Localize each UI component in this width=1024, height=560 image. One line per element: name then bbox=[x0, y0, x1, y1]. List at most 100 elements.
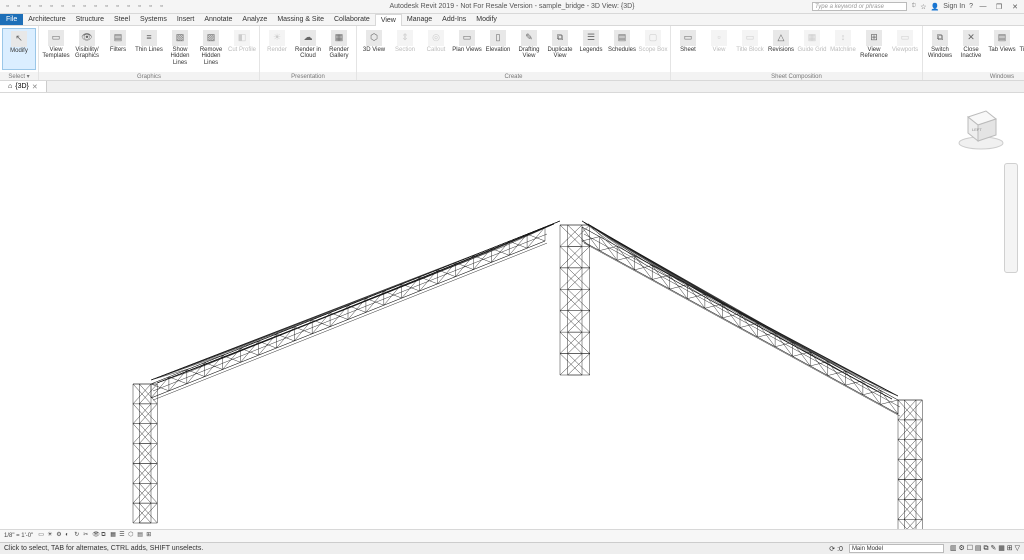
close-inactive-button[interactable]: ✕Close Inactive bbox=[956, 28, 986, 70]
window-close[interactable]: ✕ bbox=[1009, 3, 1021, 11]
signin-label[interactable]: Sign In bbox=[943, 3, 965, 10]
revit-icon[interactable]: ▫ bbox=[3, 2, 12, 11]
duplicate-view-button[interactable]: ⧉Duplicate View bbox=[545, 28, 575, 70]
modify-button[interactable]: ↖Modify bbox=[2, 28, 36, 70]
legends-icon: ☰ bbox=[583, 30, 599, 46]
undo-icon[interactable]: ▫ bbox=[47, 2, 56, 11]
switch-icon[interactable]: ▫ bbox=[146, 2, 155, 11]
tab-structure[interactable]: Structure bbox=[71, 14, 109, 25]
window-restore[interactable]: ❐ bbox=[993, 3, 1005, 11]
view-tab-3d[interactable]: ⌂ {3D} ✕ bbox=[0, 81, 47, 92]
tab-modify[interactable]: Modify bbox=[471, 14, 502, 25]
close-inactive-icon: ✕ bbox=[963, 30, 979, 46]
model-canvas[interactable]: LEFT bbox=[0, 93, 1024, 529]
viewctrl-icon[interactable]: ↻ bbox=[74, 531, 83, 540]
viewctrl-icon[interactable]: ◐ bbox=[65, 532, 74, 541]
viewctrl-icon[interactable]: 👁 bbox=[92, 531, 101, 540]
button-label: Tile Views bbox=[1019, 47, 1024, 53]
legends-button[interactable]: ☰Legends bbox=[576, 28, 606, 70]
button-label: Filters bbox=[110, 47, 126, 53]
switch-windows-button[interactable]: ⧉Switch Windows bbox=[925, 28, 955, 70]
scale-label[interactable]: 1/8" = 1'-0" bbox=[4, 533, 33, 539]
revisions-button[interactable]: △Revisions bbox=[766, 28, 796, 70]
signin-icon[interactable]: 👤 bbox=[931, 3, 940, 11]
tab-views-icon: ▤ bbox=[994, 30, 1010, 46]
filters-button[interactable]: ▤Filters bbox=[103, 28, 133, 70]
workset-select[interactable]: Main Model bbox=[849, 544, 944, 553]
guide-grid-button: ▦Guide Grid bbox=[797, 28, 827, 70]
viewctrl-icon[interactable]: ▦ bbox=[110, 531, 119, 540]
close-view-icon[interactable]: ✕ bbox=[32, 83, 38, 91]
sync-icon[interactable]: ▫ bbox=[36, 2, 45, 11]
tag-icon[interactable]: ▫ bbox=[113, 2, 122, 11]
text-icon[interactable]: ▫ bbox=[102, 2, 111, 11]
viewctrl-icon[interactable]: ⚙ bbox=[56, 531, 65, 540]
tab-add-ins[interactable]: Add-Ins bbox=[437, 14, 471, 25]
viewctrl-icon[interactable]: ⧉ bbox=[101, 532, 110, 541]
viewctrl-icon[interactable]: ▭ bbox=[38, 531, 47, 540]
elevation-button[interactable]: ▯Elevation bbox=[483, 28, 513, 70]
render-gallery-icon: ▦ bbox=[331, 30, 347, 46]
viewctrl-icon[interactable]: ▤ bbox=[137, 531, 146, 540]
button-label: View bbox=[713, 47, 726, 53]
viewctrl-icon[interactable]: ☀ bbox=[47, 531, 56, 540]
drafting-view-icon: ✎ bbox=[521, 30, 537, 46]
sep-icon[interactable]: ▫ bbox=[135, 2, 144, 11]
search-input[interactable]: Type a keyword or phrase bbox=[812, 2, 907, 11]
panel-label: Sheet Composition bbox=[671, 72, 922, 81]
tab-steel[interactable]: Steel bbox=[109, 14, 135, 25]
switch-windows-icon: ⧉ bbox=[932, 30, 948, 46]
viewctrl-icon[interactable]: ✂ bbox=[83, 531, 92, 540]
button-label: Switch Windows bbox=[925, 47, 955, 60]
visibility-graphics-button[interactable]: 👁Visibility/ Graphics bbox=[72, 28, 102, 70]
remove-hidden-lines-button[interactable]: ▨Remove Hidden Lines bbox=[196, 28, 226, 70]
window-minimize[interactable]: — bbox=[977, 3, 989, 10]
sheet-icon: ▭ bbox=[680, 30, 696, 46]
button-label: View Templates bbox=[41, 47, 71, 60]
view-cube[interactable]: LEFT bbox=[956, 101, 1006, 151]
view-templates-button[interactable]: ▭View Templates bbox=[41, 28, 71, 70]
dim-icon[interactable]: ▫ bbox=[91, 2, 100, 11]
render-in-cloud-button[interactable]: ☁Render in Cloud bbox=[293, 28, 323, 70]
tile-views-button[interactable]: ▦Tile Views bbox=[1018, 28, 1024, 70]
view-icon: ▫ bbox=[711, 30, 727, 46]
tab-manage[interactable]: Manage bbox=[402, 14, 437, 25]
viewctrl-icon[interactable]: ⬡ bbox=[128, 531, 137, 540]
show-hidden-lines-button[interactable]: ▧Show Hidden Lines bbox=[165, 28, 195, 70]
tab-massing-site[interactable]: Massing & Site bbox=[272, 14, 329, 25]
schedules-button[interactable]: ▤Schedules bbox=[607, 28, 637, 70]
drafting-view-button[interactable]: ✎Drafting View bbox=[514, 28, 544, 70]
view-reference-button[interactable]: ⊞View Reference bbox=[859, 28, 889, 70]
viewctrl-icon[interactable]: ☰ bbox=[119, 531, 128, 540]
button-label: View Reference bbox=[859, 47, 889, 60]
infocenter-icon[interactable]: ⯐ bbox=[911, 1, 916, 12]
viewctrl-icon[interactable]: ⊞ bbox=[146, 531, 155, 540]
thin-lines-button[interactable]: ≡Thin Lines bbox=[134, 28, 164, 70]
status-icons[interactable]: ▥ ⚙ ☐ ▤ ⧉ ✎ ▦ ⊞ ▽ bbox=[950, 544, 1020, 553]
close-icon[interactable]: ▫ bbox=[157, 2, 166, 11]
open-icon[interactable]: ▫ bbox=[14, 2, 23, 11]
-d-view-button[interactable]: ⬡3D View bbox=[359, 28, 389, 70]
plan-views-button[interactable]: ▭Plan Views bbox=[452, 28, 482, 70]
file-menu[interactable]: File bbox=[0, 14, 23, 25]
button-label: Thin Lines bbox=[135, 47, 163, 53]
tab-analyze[interactable]: Analyze bbox=[237, 14, 272, 25]
print-icon[interactable]: ▫ bbox=[69, 2, 78, 11]
star-icon[interactable]: ☆ bbox=[920, 3, 926, 11]
navigation-bar[interactable] bbox=[1004, 163, 1018, 273]
sheet-button[interactable]: ▭Sheet bbox=[673, 28, 703, 70]
render-gallery-button[interactable]: ▦Render Gallery bbox=[324, 28, 354, 70]
measure-icon[interactable]: ▫ bbox=[80, 2, 89, 11]
tab-insert[interactable]: Insert bbox=[172, 14, 200, 25]
tab-views-button[interactable]: ▤Tab Views bbox=[987, 28, 1017, 70]
tab-architecture[interactable]: Architecture bbox=[23, 14, 70, 25]
tab-view[interactable]: View bbox=[375, 14, 402, 26]
tab-annotate[interactable]: Annotate bbox=[199, 14, 237, 25]
help-icon[interactable]: ? bbox=[969, 3, 973, 10]
save-icon[interactable]: ▫ bbox=[25, 2, 34, 11]
tab-systems[interactable]: Systems bbox=[135, 14, 172, 25]
tab-collaborate[interactable]: Collaborate bbox=[329, 14, 375, 25]
button-label: 3D View bbox=[363, 47, 385, 53]
redo-icon[interactable]: ▫ bbox=[58, 2, 67, 11]
thin-icon[interactable]: ▫ bbox=[124, 2, 133, 11]
